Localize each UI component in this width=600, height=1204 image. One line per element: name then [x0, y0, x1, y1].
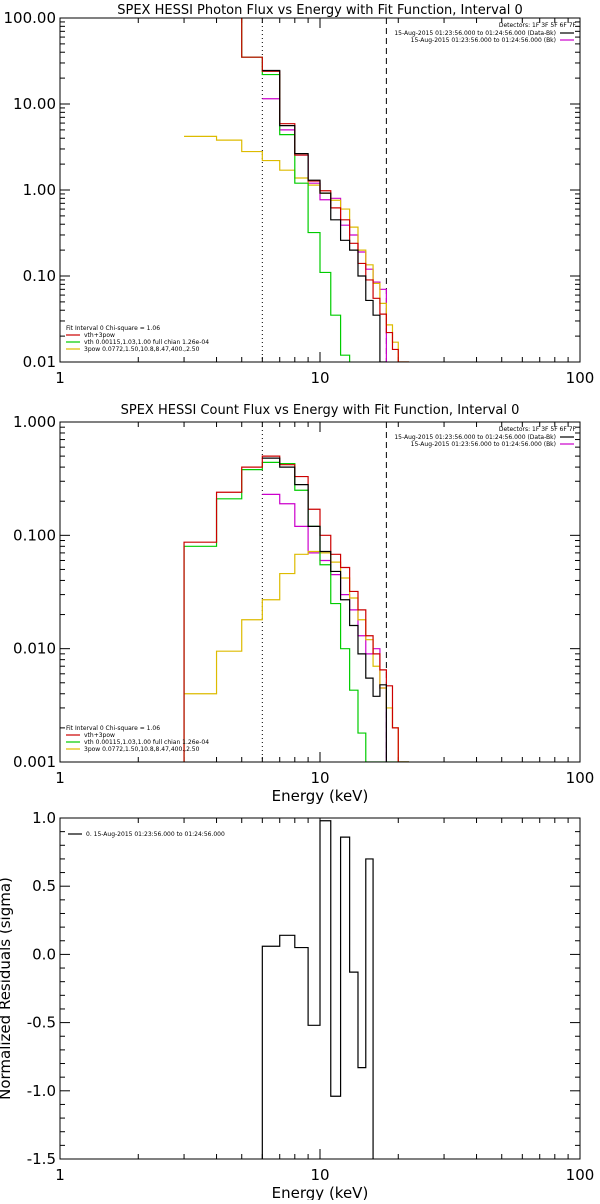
- y-tick-label: 0.0: [32, 945, 56, 963]
- detectors-label: Detectors: 1F 3F 5F 6F 7F: [499, 426, 577, 433]
- legend-text: 0. 15-Aug-2015 01:23:56.000 to 01:24:56.…: [86, 831, 225, 838]
- time-legend-text: 15-Aug-2015 01:23:56.000 to 01:24:56.000…: [394, 434, 556, 441]
- series-step-line-2: [183, 461, 410, 762]
- x-tick-label: 100: [566, 1166, 595, 1184]
- x-tick-label: 10: [310, 1166, 329, 1184]
- plot-area: [261, 820, 374, 1159]
- panel-title: SPEX HESSI Count Flux vs Energy with Fit…: [121, 403, 520, 418]
- panel-2: 1 10 100 Energy (keV) -1.5 -1.0 -0.5 0.0 0.5 1.0 N…: [0, 809, 594, 1202]
- x-axis-label: Energy (keV): [272, 1184, 369, 1200]
- fit-legend-text: vth 0.00115,1.03,1.00 full chian 1.26e-0…: [84, 339, 209, 346]
- detectors-label: Detectors: 1F 3F 5F 6F 7F: [499, 22, 577, 29]
- fit-legend-text: vth+3pow: [84, 332, 115, 339]
- x-tick-label: 1: [55, 1166, 65, 1184]
- y-axis: 0.01 0.10 1.00 10.00 100.00: [4, 9, 580, 371]
- series-step-line-3: [183, 455, 410, 762]
- fit-legend-text: 3pow 0.0772,1.50,10.8,8.47,400.,2.50: [84, 746, 200, 753]
- y-axis: 0.001 0.010 0.100 1.000: [13, 413, 580, 771]
- y-tick-label: 1.00: [23, 181, 56, 199]
- x-tick-label: 1: [55, 369, 65, 387]
- fit-legend-text: Fit Interval 0 Chi-square = 1.06: [66, 725, 160, 732]
- series-step-line-4: [262, 69, 387, 362]
- y-axis-label: Normalized Residuals (sigma): [0, 877, 14, 1100]
- y-tick-label: -0.5: [27, 1014, 56, 1032]
- y-tick-label: 0.100: [13, 526, 56, 544]
- y-tick-label: 10.00: [13, 95, 56, 113]
- plot-area: [184, 18, 410, 362]
- y-tick-label: 0.01: [23, 353, 56, 371]
- plot-area: [183, 422, 410, 762]
- y-tick-label: 1.000: [13, 413, 56, 431]
- time-legend-text: 15-Aug-2015 01:23:56.000 to 01:24:56.000…: [394, 30, 556, 37]
- y-tick-label: 0.010: [13, 640, 56, 658]
- plot-frame: [59, 17, 581, 363]
- fit-legend-text: vth+3pow: [84, 732, 115, 739]
- x-axis: 1 10 100: [55, 818, 594, 1184]
- y-tick-label: 0.10: [23, 267, 56, 285]
- y-tick-label: 1.0: [32, 809, 56, 827]
- y-tick-label: 100.00: [4, 9, 57, 27]
- y-tick-label: -1.0: [27, 1082, 56, 1100]
- time-legend-text: 15-Aug-2015 01:23:56.000 to 01:24:56.000…: [411, 37, 556, 44]
- y-tick-label: 0.001: [13, 753, 56, 771]
- x-tick-label: 10: [310, 369, 329, 387]
- plot-frame: [59, 817, 581, 1160]
- time-legend-text: 15-Aug-2015 01:23:56.000 to 01:24:56.000…: [411, 441, 556, 448]
- fit-legend-text: vth 0.00115,1.03,1.00 full chian 1.26e-0…: [84, 739, 209, 746]
- y-axis: -1.5 -1.0 -0.5 0.0 0.5 1.0: [27, 809, 580, 1168]
- series-step-line-0: [261, 820, 374, 1159]
- x-tick-label: 1: [55, 769, 65, 787]
- series-step-line-1: [184, 135, 410, 362]
- fit-legend-text: 3pow 0.0772,1.50,10.8,8.47,400.,2.50: [84, 346, 200, 353]
- panel-1: SPEX HESSI Count Flux vs Energy with Fit…: [13, 403, 594, 805]
- plot-frame: [59, 421, 581, 763]
- y-tick-label: -1.5: [27, 1150, 56, 1168]
- x-tick-label: 10: [310, 769, 329, 787]
- x-tick-label: 100: [566, 769, 595, 787]
- panel-title: SPEX HESSI Photon Flux vs Energy with Fi…: [117, 3, 523, 18]
- panel-0: SPEX HESSI Photon Flux vs Energy with Fi…: [4, 3, 595, 387]
- y-tick-label: 0.5: [32, 877, 56, 895]
- x-axis-label: Energy (keV): [272, 787, 369, 805]
- series-step-line-4: [262, 457, 387, 762]
- x-tick-label: 100: [566, 369, 595, 387]
- fit-legend-text: Fit Interval 0 Chi-square = 1.06: [66, 325, 160, 332]
